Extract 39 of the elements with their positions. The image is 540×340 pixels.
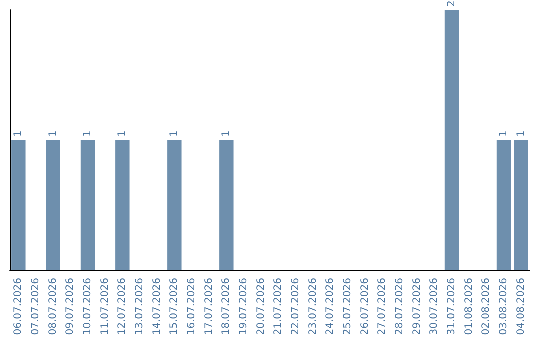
- x-tick-label: 27.07.2026: [377, 278, 388, 336]
- x-tick-label: 20.07.2026: [256, 278, 267, 336]
- x-tick-label: 30.07.2026: [429, 278, 440, 336]
- x-tick-label: 06.07.2026: [13, 278, 24, 336]
- x-tick-label: 11.07.2026: [100, 278, 111, 336]
- x-tick-label: 03.08.2026: [498, 278, 510, 336]
- x-tick-label: 29.07.2026: [412, 278, 423, 336]
- data-label: 1: [82, 130, 94, 137]
- x-tick-label: 23.07.2026: [308, 278, 319, 336]
- data-label: 2: [446, 0, 458, 7]
- x-tick-label: 26.07.2026: [360, 278, 371, 336]
- data-label: 1: [13, 130, 24, 137]
- x-tick-label: 19.07.2026: [238, 278, 250, 336]
- x-tick-label: 28.07.2026: [394, 278, 406, 336]
- x-tick-label: 02.08.2026: [481, 278, 492, 336]
- x-tick-label: 12.07.2026: [117, 278, 128, 336]
- x-tick-label: 10.07.2026: [82, 278, 94, 336]
- data-label: 1: [48, 130, 59, 137]
- data-label: 1: [516, 130, 527, 137]
- x-tick-label: 15.07.2026: [169, 278, 180, 336]
- x-tick-label: 09.07.2026: [65, 278, 76, 336]
- x-tick-label: 25.07.2026: [342, 278, 354, 336]
- x-tick-label: 04.08.2026: [516, 278, 527, 336]
- x-tick-label: 22.07.2026: [290, 278, 302, 336]
- x-tick-label: 01.08.2026: [464, 278, 475, 336]
- x-tick-label: 17.07.2026: [204, 278, 215, 336]
- x-tick-label: 21.07.2026: [273, 278, 284, 336]
- data-label: 1: [117, 130, 128, 137]
- data-label: 1: [169, 130, 180, 137]
- x-tick-label: 14.07.2026: [152, 278, 163, 336]
- x-tick-label: 13.07.2026: [134, 278, 146, 336]
- x-tick-label: 07.07.2026: [30, 278, 42, 336]
- x-tick-label: 08.07.2026: [48, 278, 59, 336]
- data-label: 1: [221, 130, 232, 137]
- x-tick-label: 18.07.2026: [221, 278, 232, 336]
- x-tick-label: 24.07.2026: [325, 278, 336, 336]
- x-tick-label: 16.07.2026: [186, 278, 198, 336]
- x-tick-label: 31.07.2026: [446, 278, 458, 336]
- data-label: 1: [498, 130, 510, 137]
